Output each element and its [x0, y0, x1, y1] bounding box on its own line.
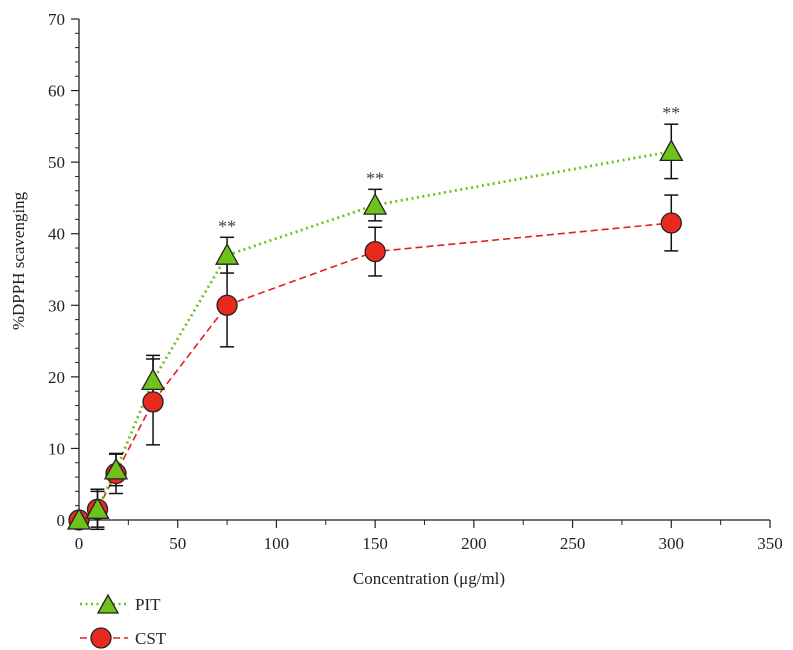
data-point-cst — [364, 240, 386, 263]
data-point-pit — [215, 242, 240, 265]
error-bars — [90, 123, 679, 531]
y-tick-label: 20 — [48, 368, 65, 387]
data-point-pit — [103, 457, 129, 480]
data-point-pit — [66, 507, 92, 530]
legend-cst-marker — [90, 627, 112, 649]
significance-label: ** — [662, 103, 680, 123]
data-point-cst — [660, 212, 682, 234]
y-axis-title: %DPPH scavenging — [9, 191, 28, 330]
legend-item-cst: CST — [80, 627, 167, 649]
significance-label: ** — [218, 216, 236, 236]
data-point-pit — [659, 139, 684, 162]
x-tick-label: 100 — [264, 534, 290, 553]
x-tick-label: 0 — [75, 534, 84, 553]
legend-pit-label: PIT — [135, 595, 161, 614]
x-tick-label: 350 — [757, 534, 783, 553]
data-markers — [66, 139, 684, 531]
significance-label: ** — [366, 168, 384, 188]
y-tick-label: 60 — [48, 82, 65, 101]
legend: PIT CST — [80, 593, 167, 649]
data-point-pit — [140, 368, 166, 391]
data-point-cst — [216, 294, 238, 316]
x-tick-label: 300 — [659, 534, 685, 553]
x-tick-label: 150 — [362, 534, 388, 553]
x-tick-label: 200 — [461, 534, 487, 553]
y-tick-label: 70 — [48, 10, 65, 29]
x-tick-label: 50 — [169, 534, 186, 553]
x-tick-label: 250 — [560, 534, 586, 553]
y-tick-label: 10 — [48, 439, 65, 458]
y-tick-label: 40 — [48, 225, 65, 244]
legend-item-pit: PIT — [80, 593, 161, 614]
significance-annotations: ** ** ** — [218, 103, 680, 236]
axes: 0 50 100 150 200 250 300 350 0 10 20 30 40 50 60 70 — [48, 10, 783, 553]
legend-pit-marker — [96, 593, 120, 614]
y-tick-label: 0 — [57, 511, 66, 530]
data-point-cst — [142, 391, 164, 413]
x-axis-title: Concentration (μg/ml) — [353, 569, 505, 588]
y-tick-label: 30 — [48, 296, 65, 315]
legend-cst-label: CST — [135, 629, 167, 648]
data-point-pit — [363, 192, 388, 215]
y-tick-label: 50 — [48, 153, 65, 172]
data-point-pit — [85, 496, 110, 519]
